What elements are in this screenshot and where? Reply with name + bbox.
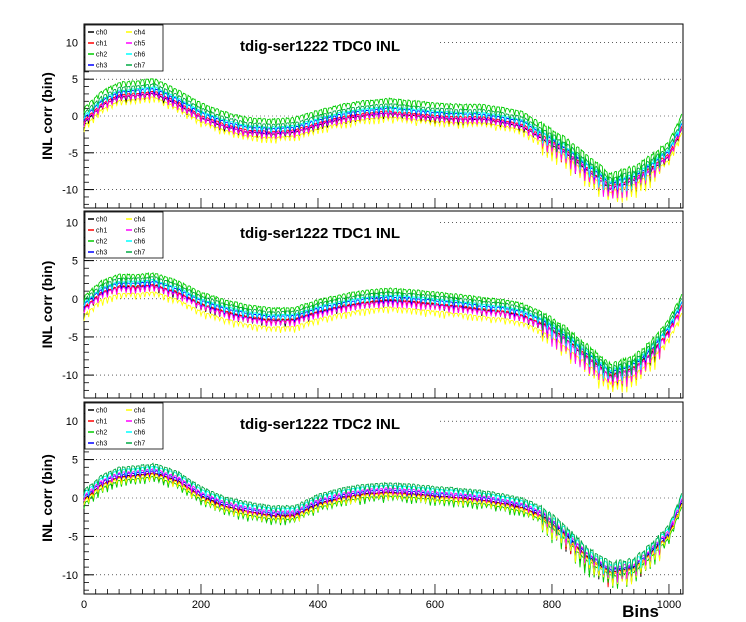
series-ch4 xyxy=(83,96,683,203)
legend-box xyxy=(84,211,164,259)
y-tick-label: 10 xyxy=(66,217,78,229)
y-tick-label: -5 xyxy=(68,332,78,344)
series-ch7 xyxy=(83,462,683,579)
legend-label-ch1: ch1 xyxy=(96,419,107,426)
x-tick-label: 1000 xyxy=(657,599,681,611)
y-tick-label: -5 xyxy=(68,531,78,543)
legend-label-ch2: ch2 xyxy=(96,52,107,59)
x-axis-label: Bins xyxy=(622,602,659,621)
series-ch5 xyxy=(83,285,683,387)
y-tick-label: -10 xyxy=(62,370,78,382)
legend-label-ch7: ch7 xyxy=(134,250,145,257)
legend-label-ch6: ch6 xyxy=(134,239,145,246)
series-ch5 xyxy=(83,91,683,199)
series-ch2 xyxy=(83,78,683,183)
legend-label-ch5: ch5 xyxy=(134,41,145,48)
x-tick-label: 0 xyxy=(81,599,87,611)
panel-title: tdig-ser1222 TDC2 INL xyxy=(240,416,400,433)
legend-label-ch4: ch4 xyxy=(134,30,145,37)
x-tick-label: 600 xyxy=(426,599,444,611)
y-tick-label: 5 xyxy=(72,74,78,86)
legend-label-ch6: ch6 xyxy=(134,52,145,59)
y-axis-label: INL corr (bin) xyxy=(39,72,55,160)
y-tick-label: 5 xyxy=(72,256,78,268)
y-tick-label: 0 xyxy=(72,111,78,123)
legend-label-ch3: ch3 xyxy=(96,441,107,448)
series-ch3 xyxy=(83,280,683,383)
panel-title: tdig-ser1222 TDC0 INL xyxy=(240,38,400,55)
series-ch6 xyxy=(83,86,683,193)
panel-tdc0: 10 5 0 -5 -10 INL corr (bin) tdig-ser1222 TDC0… xyxy=(39,23,684,209)
chart-panels: 10 5 0 -5 -10 INL corr (bin) tdig-ser1222 TDC0… xyxy=(39,23,684,611)
y-tick-label: 5 xyxy=(72,455,78,467)
series-ch6 xyxy=(83,279,683,382)
legend-label-ch3: ch3 xyxy=(96,63,107,70)
y-tick-label: -10 xyxy=(62,185,78,197)
legend-label-ch1: ch1 xyxy=(96,228,107,235)
panel-tdc1: 10 5 0 -5 -10 INL corr (bin) tdig-ser1222 TDC1… xyxy=(39,210,684,399)
x-tick-label: 400 xyxy=(309,599,327,611)
legend-label-ch2: ch2 xyxy=(96,430,107,437)
series-ch2 xyxy=(83,272,683,379)
series-ch7 xyxy=(83,82,683,190)
legend-label-ch4: ch4 xyxy=(134,217,145,224)
series-ch4 xyxy=(83,473,683,587)
y-tick-label: 0 xyxy=(72,294,78,306)
x-tick-label: 800 xyxy=(543,599,561,611)
y-tick-label: 0 xyxy=(72,493,78,505)
series-ch7 xyxy=(83,276,683,380)
y-tick-label: -5 xyxy=(68,148,78,160)
legend-label-ch1: ch1 xyxy=(96,41,107,48)
legend-label-ch0: ch0 xyxy=(96,30,107,37)
legend-label-ch0: ch0 xyxy=(96,217,107,224)
panel-tdc2: 10 5 0 -5 -10 INL corr (bin) tdig-ser1222 TDC2… xyxy=(39,401,684,595)
series-ch5 xyxy=(83,467,683,583)
legend-label-ch3: ch3 xyxy=(96,250,107,257)
legend-label-ch6: ch6 xyxy=(134,430,145,437)
legend-label-ch7: ch7 xyxy=(134,63,145,70)
y-tick-label: 10 xyxy=(66,416,78,428)
legend-label-ch7: ch7 xyxy=(134,441,145,448)
legend-label-ch2: ch2 xyxy=(96,239,107,246)
legend-label-ch0: ch0 xyxy=(96,408,107,415)
series-ch4 xyxy=(83,291,683,393)
legend-label-ch4: ch4 xyxy=(134,408,145,415)
legend-box xyxy=(84,24,164,72)
x-tick-label: 200 xyxy=(192,599,210,611)
y-tick-label: -10 xyxy=(62,570,78,582)
panel-title: tdig-ser1222 TDC1 INL xyxy=(240,225,400,242)
series-ch2 xyxy=(83,476,683,589)
legend-label-ch5: ch5 xyxy=(134,228,145,235)
legend-label-ch5: ch5 xyxy=(134,419,145,426)
y-tick-label: 10 xyxy=(66,37,78,49)
y-axis-label: INL corr (bin) xyxy=(39,454,55,542)
legend-box xyxy=(84,402,164,450)
y-axis-label: INL corr (bin) xyxy=(39,261,55,349)
